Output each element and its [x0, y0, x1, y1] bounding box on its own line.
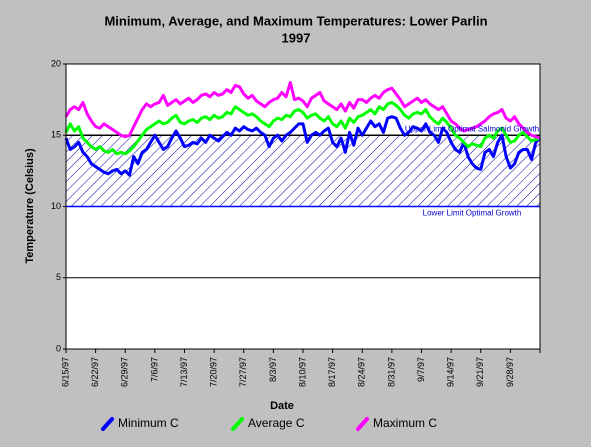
series-line	[64, 81, 541, 140]
x-tick-label: 9/21/97	[475, 357, 485, 387]
x-tick-label: 6/29/97	[120, 357, 130, 387]
plot-content	[64, 63, 542, 350]
legend-label: Maximum C	[373, 416, 437, 430]
chart-subtitle: 1997	[282, 30, 311, 45]
x-tick-label: 9/7/97	[416, 357, 426, 382]
legend-label: Average C	[248, 416, 305, 430]
chart-title: Minimum, Average, and Maximum Temperatur…	[104, 13, 487, 28]
x-tick-label: 7/13/97	[179, 357, 189, 387]
x-tick-label: 9/14/97	[446, 357, 456, 387]
legend-swatch	[231, 417, 244, 431]
overlay: Upper Limit Optimal Salmonid Growth Lower…	[405, 124, 539, 217]
legend-swatch	[356, 417, 369, 431]
y-tick-label: 20	[51, 58, 61, 68]
y-tick-label: 5	[56, 272, 61, 282]
y-tick-label: 0	[56, 343, 61, 353]
x-tick-label: 9/28/97	[505, 357, 515, 387]
x-tick-label: 8/24/97	[357, 357, 367, 387]
reference-label: Upper Limit Optimal Salmonid Growth	[405, 124, 539, 133]
x-tick-label: 6/15/97	[60, 357, 70, 387]
x-tick-label: 7/20/97	[209, 357, 219, 387]
legend-label: Minimum C	[118, 416, 179, 430]
x-tick-label: 8/10/97	[297, 357, 307, 387]
series-line	[64, 100, 541, 156]
y-tick-label: 10	[51, 201, 61, 211]
x-axis-label: Date	[270, 400, 294, 412]
x-tick-label: 7/27/97	[238, 357, 248, 387]
y-tick-label: 15	[51, 130, 61, 140]
x-tick-label: 6/22/97	[90, 357, 100, 387]
x-tick-label: 7/6/97	[149, 357, 159, 382]
reference-label: Lower Limit Optimal Growth	[423, 209, 522, 218]
x-tick-label: 8/17/97	[327, 357, 337, 387]
x-tick-label: 8/31/97	[386, 357, 396, 387]
y-axis-label: Temperature (Celsius)	[24, 148, 36, 264]
series-line	[64, 115, 542, 177]
x-tick-label: 8/3/97	[268, 357, 278, 382]
legend-swatch	[101, 417, 114, 431]
